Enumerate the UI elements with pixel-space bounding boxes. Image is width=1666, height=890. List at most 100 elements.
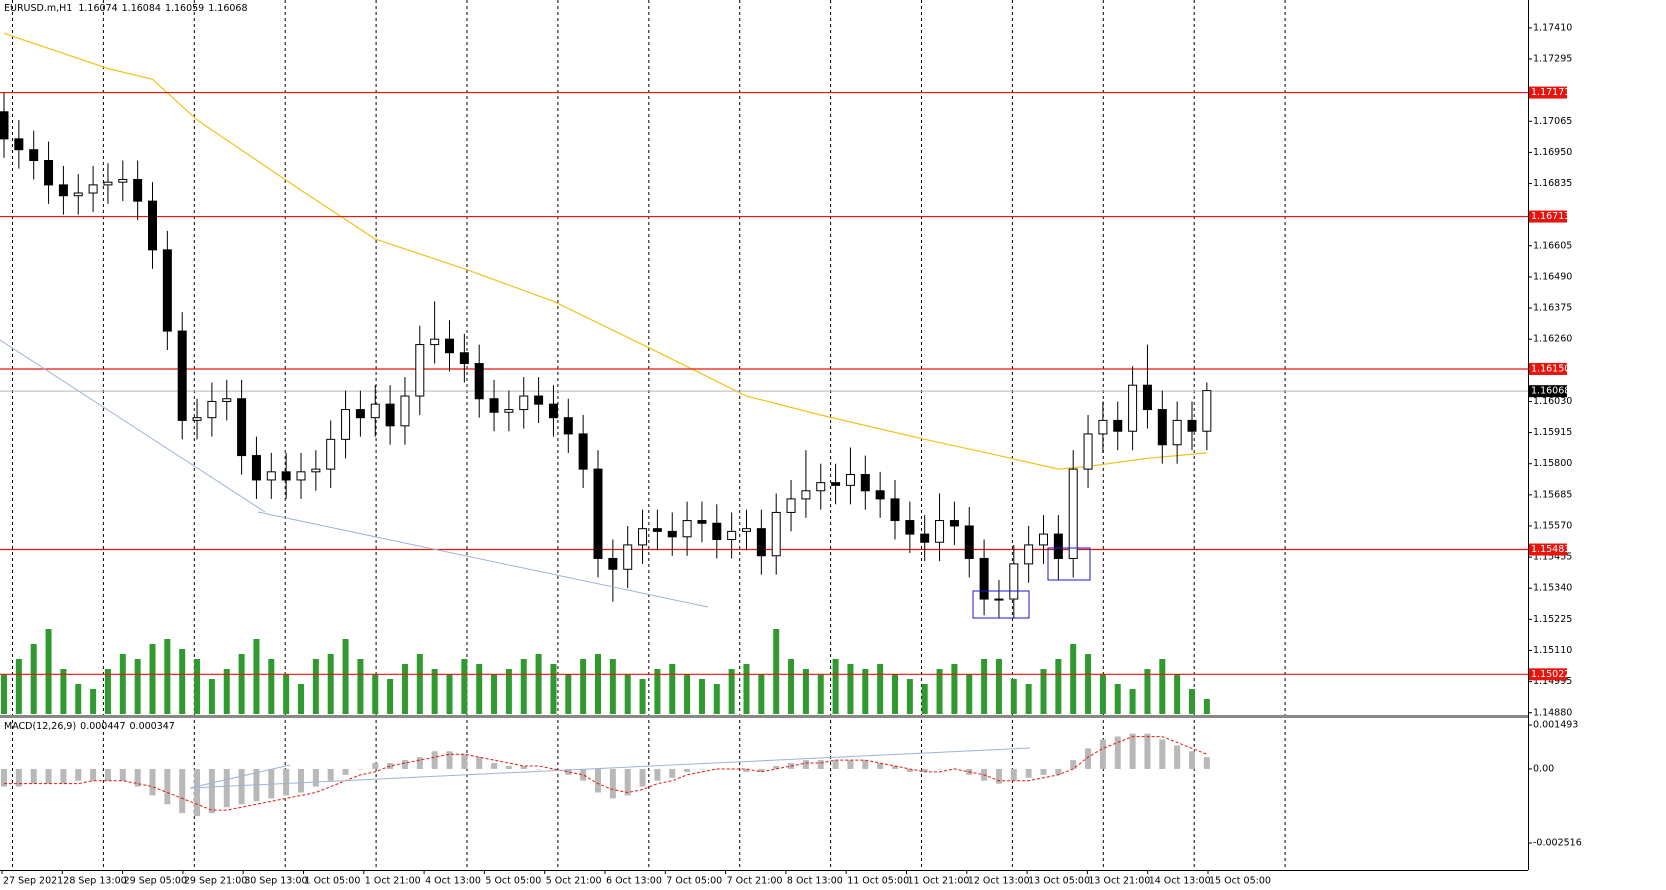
level-label: 1.16150 — [1531, 363, 1570, 374]
macd-signal-value: 0.000347 — [130, 721, 175, 732]
macd-bar — [149, 768, 156, 796]
y-tick-label: 1.15110 — [1533, 645, 1572, 656]
symbol-name: EURUSD.m,H1 — [4, 3, 72, 14]
volume-bar — [268, 659, 275, 714]
macd-bar — [238, 768, 245, 805]
candle-body — [58, 184, 68, 197]
x-tick-label: 8 Oct 13:00 — [787, 876, 843, 887]
macd-bar — [1085, 748, 1092, 769]
macd-bar — [1174, 745, 1181, 769]
candle-body — [771, 511, 781, 557]
macd-bar — [669, 768, 676, 778]
volume-bar — [283, 674, 290, 714]
quote-high: 1.16084 — [122, 3, 161, 14]
macd-bar — [1099, 739, 1106, 769]
macd-y-tick-label: 0.00 — [1533, 763, 1554, 774]
candle-body — [29, 149, 39, 162]
macd-bar — [832, 760, 839, 769]
volume-bar — [1114, 684, 1121, 714]
macd-bar — [609, 768, 616, 799]
candle-body — [1128, 384, 1138, 432]
candle-body — [148, 200, 157, 251]
candle-body — [563, 417, 573, 435]
macd-bar — [431, 751, 438, 769]
x-tick-label: 29 Sep 21:00 — [184, 876, 247, 887]
y-tick-label: 1.15915 — [1533, 427, 1572, 438]
volume-bar — [90, 689, 97, 714]
macd-bar — [446, 751, 453, 769]
volume-bar — [966, 674, 973, 714]
volume-bar — [921, 684, 928, 714]
candle-body — [727, 530, 737, 541]
macd-bar — [327, 768, 334, 781]
candle-body — [578, 433, 588, 470]
candle-body — [118, 178, 128, 183]
volume-bar — [743, 664, 750, 714]
level-label-box — [1529, 362, 1567, 375]
macd-bar — [906, 768, 913, 772]
candle-body — [1157, 409, 1167, 446]
y-tick-label: 1.15685 — [1533, 489, 1572, 500]
candle-body — [266, 471, 276, 481]
volume-bar — [1055, 659, 1062, 714]
volume-bar — [164, 639, 171, 714]
macd-bar — [461, 754, 468, 769]
volume-bar — [550, 664, 557, 714]
macd-bar — [817, 760, 824, 769]
volume-bar — [15, 659, 22, 714]
level-label: 1.15483 — [1531, 544, 1570, 555]
volume-bar — [75, 684, 82, 714]
volume-bar — [698, 679, 705, 714]
volume-bar — [149, 644, 156, 714]
macd-bar — [75, 768, 82, 781]
volume-bar — [1070, 644, 1077, 714]
volume-bar — [817, 674, 824, 714]
volume-bar — [1203, 699, 1210, 714]
macd-bar — [580, 768, 587, 781]
y-tick-label: 1.15340 — [1533, 583, 1572, 594]
volume-bar — [892, 674, 898, 714]
volume-bar — [847, 664, 854, 714]
candle-body — [742, 528, 751, 532]
candle-body — [608, 557, 618, 570]
level-label-box — [1529, 210, 1567, 223]
macd-bar — [1114, 736, 1121, 769]
candle-body — [222, 398, 232, 402]
candle-body — [415, 344, 425, 397]
volume-bar — [862, 669, 869, 714]
volume-bar — [60, 669, 67, 714]
y-tick-label: 1.15455 — [1533, 552, 1572, 563]
quote-close: 1.16068 — [208, 3, 247, 14]
candle-body — [251, 455, 261, 481]
candle-body — [1202, 390, 1212, 432]
volume-bar — [906, 679, 913, 714]
x-tick-label: 29 Sep 05:00 — [124, 876, 187, 887]
macd-bar — [401, 760, 408, 769]
candle-body — [1113, 419, 1123, 432]
y-tick-label: 1.17295 — [1533, 54, 1572, 65]
quote-low: 1.16059 — [165, 3, 204, 14]
candle-body — [281, 471, 291, 481]
macd-bar — [1189, 751, 1195, 769]
volume-bar — [505, 669, 512, 714]
x-tick-label: 1 Oct 21:00 — [365, 876, 421, 887]
x-tick-label: 12 Oct 13:00 — [968, 876, 1030, 887]
volume-bar — [30, 644, 37, 714]
macd-bar — [208, 768, 215, 814]
candle-body — [949, 520, 959, 527]
candle-body — [14, 138, 24, 151]
candle-body — [712, 522, 722, 541]
macd-bar — [30, 768, 37, 784]
candle-body — [1187, 419, 1197, 432]
candle-body — [162, 249, 172, 332]
x-tick-label: 7 Oct 21:00 — [727, 876, 783, 887]
macd-bar — [357, 768, 364, 770]
candle-body — [73, 192, 83, 197]
candle-body — [504, 409, 514, 413]
candle-body — [860, 474, 870, 492]
volume-bar — [223, 669, 230, 714]
candle-body — [296, 471, 306, 481]
x-tick-label: 14 Oct 13:00 — [1149, 876, 1211, 887]
macd-signal — [4, 736, 1208, 811]
